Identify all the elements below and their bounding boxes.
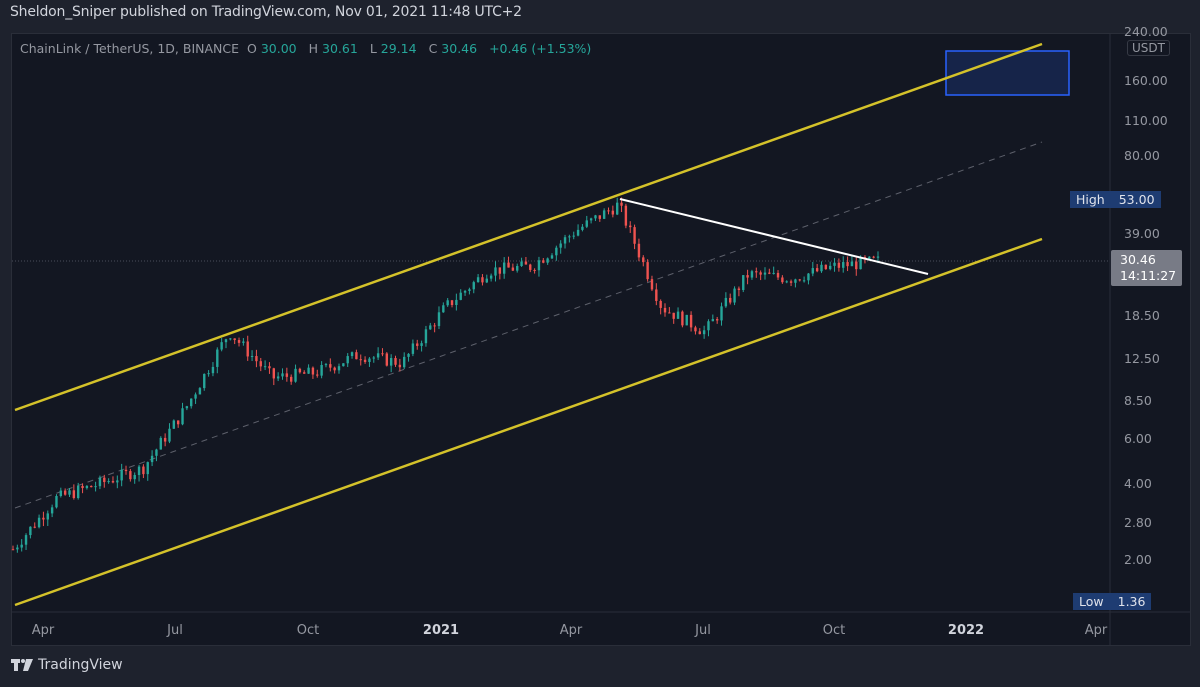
channel-lower-line[interactable]	[14, 237, 1043, 607]
chart-pane[interactable]	[11, 33, 1191, 646]
price-tick: 18.50	[1124, 308, 1160, 323]
time-tick: Apr	[1084, 623, 1108, 638]
symbol-label: ChainLink / TetherUS, 1D, BINANCE	[20, 41, 240, 56]
time-tick: 2021	[422, 623, 460, 638]
candlestick-series	[11, 197, 880, 553]
tradingview-logo-icon	[11, 659, 33, 671]
time-tick: Jul	[695, 623, 711, 638]
brand-name: TradingView	[38, 657, 123, 673]
high-badge: High 53.00	[1070, 191, 1161, 208]
time-tick: Oct	[296, 623, 320, 638]
target-zone-box[interactable]	[945, 50, 1070, 96]
bar-countdown: 14:11:27	[1120, 268, 1177, 283]
time-tick: Oct	[822, 623, 846, 638]
change-value: +0.46 (+1.53%)	[489, 41, 592, 56]
close-value: 30.46	[441, 41, 478, 56]
channel-upper-line[interactable]	[14, 42, 1043, 412]
price-tick: 160.00	[1124, 73, 1168, 88]
price-tick: 39.00	[1124, 226, 1160, 241]
price-tick: 2.80	[1124, 515, 1152, 530]
time-tick: 2022	[947, 623, 985, 638]
descending-trendline[interactable]	[619, 198, 929, 275]
high-badge-value: 53.00	[1118, 192, 1155, 207]
price-tick: 6.00	[1124, 431, 1152, 446]
low-value: 29.14	[380, 41, 417, 56]
price-tick: 2.00	[1124, 552, 1152, 567]
publish-info: Sheldon_Sniper published on TradingView.…	[10, 4, 522, 20]
time-tick: Apr	[559, 623, 583, 638]
price-tick: 110.00	[1124, 113, 1168, 128]
price-tick: 4.00	[1124, 476, 1152, 491]
low-badge-value: 1.36	[1117, 594, 1146, 609]
time-tick: Jul	[167, 623, 183, 638]
last-price-label: 30.46 14:11:27	[1111, 250, 1182, 286]
tradingview-footer[interactable]: TradingView	[11, 657, 123, 673]
low-badge: Low 1.36	[1073, 593, 1152, 610]
open-value: 30.00	[260, 41, 297, 56]
price-tick: 240.00	[1124, 24, 1168, 39]
last-price-value: 30.46	[1120, 252, 1156, 267]
high-value: 30.61	[322, 41, 358, 56]
price-tick: 8.50	[1124, 393, 1152, 408]
channel-midline[interactable]	[14, 141, 1043, 509]
currency-button[interactable]: USDT	[1127, 40, 1170, 56]
price-tick: 12.50	[1124, 351, 1160, 366]
price-tick: 80.00	[1124, 148, 1160, 163]
ohlc-legend: ChainLink / TetherUS, 1D, BINANCE O 30.00…	[20, 41, 592, 56]
time-tick: Apr	[31, 623, 55, 638]
